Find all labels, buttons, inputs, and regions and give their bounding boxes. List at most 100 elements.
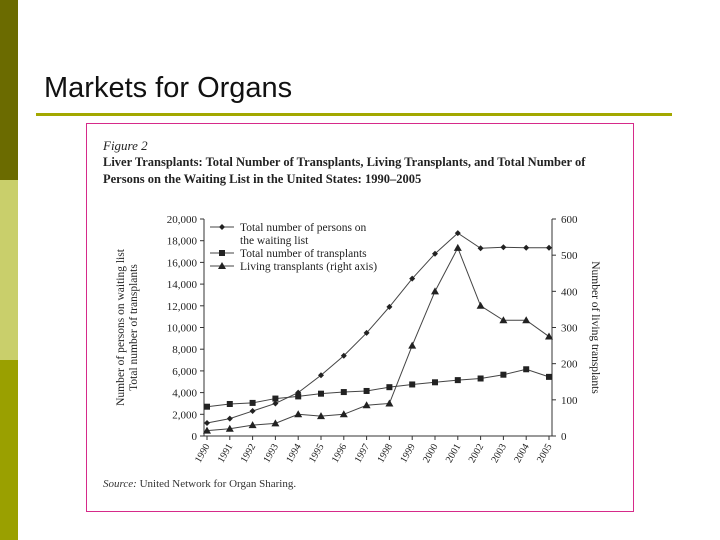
left-tick-label: 6,000 [172, 366, 197, 378]
data-point [453, 243, 462, 251]
figure-caption: Liver Transplants: Total Number of Trans… [103, 155, 586, 186]
data-point [362, 401, 371, 409]
x-tick-label: 2003 [489, 442, 509, 465]
y-axis-title: Number of persons on waiting list [115, 248, 127, 406]
data-point [203, 426, 211, 434]
data-point [499, 316, 508, 324]
right-tick-label: 600 [561, 214, 578, 226]
data-point [272, 400, 279, 407]
left-tick-label: 4,000 [172, 388, 197, 400]
left-tick-label: 2,000 [172, 409, 197, 421]
legend-marker [219, 250, 225, 256]
data-point [386, 303, 393, 310]
data-point [408, 341, 417, 349]
left-tick-label: 16,000 [167, 257, 198, 269]
x-tick-label: 1998 [375, 442, 395, 465]
x-tick-label: 1990 [193, 442, 213, 465]
x-tick-label: 1996 [330, 442, 350, 465]
data-point [522, 316, 531, 324]
left-tick-label: 18,000 [167, 236, 198, 248]
right-tick-label: 200 [561, 359, 578, 371]
decor-bar-top [0, 0, 18, 180]
data-point [409, 275, 416, 282]
source-prefix: Source: [103, 478, 137, 490]
data-point [477, 245, 484, 252]
data-point [432, 379, 438, 386]
data-point [477, 375, 484, 382]
data-point [546, 373, 552, 380]
data-point [454, 377, 461, 384]
decor-bar-middle [0, 180, 18, 360]
figure-panel: Figure 2 Liver Transplants: Total Number… [86, 123, 634, 512]
data-point [340, 389, 347, 396]
data-point [226, 400, 233, 407]
data-point [249, 399, 256, 406]
data-point [339, 410, 348, 418]
legend-marker [219, 224, 225, 230]
data-point [523, 244, 530, 251]
x-tick-label: 1991 [216, 442, 236, 465]
decor-bar-bottom [0, 360, 18, 540]
line-chart: 0 2,000 4,000 6,000 8,000 10,000 12,000 14,000 1… [115, 214, 601, 465]
data-point [500, 244, 507, 251]
data-point [225, 424, 234, 432]
source-text: United Network for Organ Sharing. [139, 478, 297, 490]
data-point [385, 399, 394, 407]
series-line [206, 368, 550, 408]
figure-label: Figure 2 [103, 138, 148, 153]
title-underline [36, 113, 672, 116]
legend-label: Total number of persons on [240, 222, 367, 234]
data-point [363, 329, 370, 336]
x-tick-label: 1997 [353, 442, 373, 465]
left-tick-label: 14,000 [167, 279, 198, 291]
x-tick-label: 1993 [261, 442, 281, 465]
x-tick-label: 1994 [284, 442, 304, 465]
data-point [340, 352, 347, 359]
data-point [432, 250, 438, 257]
left-tick-label: 0 [192, 431, 198, 443]
legend-label: Total number of transplants [240, 248, 367, 260]
right-tick-label: 300 [561, 323, 578, 335]
data-point [454, 230, 461, 237]
x-tick-label: 2002 [467, 442, 487, 465]
series-line [206, 246, 550, 432]
x-tick-label: 2001 [444, 442, 464, 465]
data-point [476, 301, 485, 309]
left-tick-label: 12,000 [167, 301, 198, 313]
right-tick-label: 400 [561, 286, 578, 298]
data-point [249, 408, 256, 415]
left-tick-label: 20,000 [167, 214, 198, 226]
data-point [500, 371, 507, 378]
data-point [318, 390, 324, 397]
right-tick-label: 0 [561, 431, 567, 443]
data-point [363, 387, 370, 394]
right-tick-label: 500 [561, 250, 578, 262]
y2-axis-title: Number of living transplants [589, 261, 601, 394]
data-point [248, 421, 257, 429]
x-tick-label: 1992 [239, 442, 259, 465]
slide-title: Markets for Organs [44, 72, 293, 104]
data-point [523, 366, 530, 373]
data-point [226, 415, 233, 422]
legend-label: the waiting list [240, 235, 309, 247]
y-axis-title: Total number of transplants [128, 264, 140, 391]
data-point [386, 384, 393, 391]
data-point [431, 287, 439, 295]
left-tick-label: 8,000 [172, 344, 197, 356]
right-tick-label: 100 [561, 395, 578, 407]
data-point [204, 419, 210, 426]
series-line [206, 232, 549, 424]
data-point [294, 410, 303, 418]
data-point [271, 419, 280, 427]
data-point [545, 332, 553, 340]
data-point [546, 244, 552, 251]
data-point [272, 395, 279, 402]
figure-source: Source: United Network for Organ Sharing… [103, 478, 296, 490]
data-point [295, 393, 302, 400]
legend-marker [218, 262, 226, 269]
x-tick-label: 2000 [421, 442, 441, 465]
legend-label: Living transplants (right axis) [240, 261, 377, 273]
data-point [318, 372, 324, 379]
x-tick-label: 1995 [307, 442, 327, 465]
data-point [204, 403, 210, 410]
